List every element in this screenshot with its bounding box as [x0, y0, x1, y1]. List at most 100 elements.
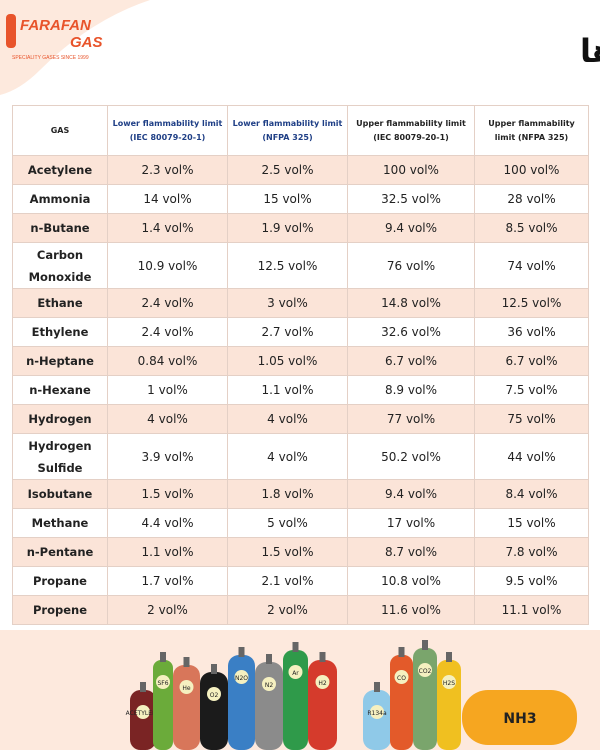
cell: 10.8 vol%	[347, 566, 475, 596]
cell: 1.05 vol%	[227, 346, 348, 376]
cell: 75 vol%	[474, 404, 589, 434]
title: جدول LEL گازها	[580, 32, 600, 70]
cylinder-tag	[262, 677, 276, 691]
tagline: SPECIALITY GASES SINCE 1999	[12, 55, 89, 61]
cell: 11.1 vol%	[474, 595, 589, 625]
cell: 44 vol%	[474, 433, 589, 480]
cell: 77 vol%	[347, 404, 475, 434]
cell: 1.1 vol%	[107, 537, 228, 567]
cell: 1.5 vol%	[107, 479, 228, 509]
cylinder-tag	[179, 680, 194, 694]
cylinder-neck	[266, 654, 272, 664]
cylinder	[255, 662, 283, 750]
cell: 7.5 vol%	[474, 375, 589, 405]
swoosh	[0, 0, 150, 95]
cell: 2.5 vol%	[227, 155, 348, 185]
cylinder-tag	[394, 670, 409, 684]
cylinder-neck	[319, 652, 326, 662]
cell: 3.9 vol%	[107, 433, 228, 480]
cell: 2.1 vol%	[227, 566, 348, 596]
logo-line2: GAS	[70, 34, 103, 51]
cell: 8.7 vol%	[347, 537, 475, 567]
cylinder-tag	[442, 675, 456, 689]
cell: 0.84 vol%	[107, 346, 228, 376]
cylinder-neck	[211, 664, 217, 674]
cell: 1.9 vol%	[227, 213, 348, 243]
gas-name: n-Butane	[12, 213, 108, 243]
cell: 74 vol%	[474, 242, 589, 289]
gas-name: Acetylene	[12, 155, 108, 185]
gas-name: Ethylene	[12, 317, 108, 347]
cell: 2 vol%	[227, 595, 348, 625]
cylinder-tag	[234, 670, 249, 684]
cylinder-label: Ar	[292, 670, 299, 677]
cell: 9.5 vol%	[474, 566, 589, 596]
header-row: GAS Lower flammability limit (IEC 80079-2…	[12, 105, 589, 156]
cell: 1.4 vol%	[107, 213, 228, 243]
cell: 1 vol%	[107, 375, 228, 405]
gas-name: Ethane	[12, 288, 108, 318]
cell: 32.5 vol%	[347, 184, 475, 214]
cell: 15 vol%	[227, 184, 348, 214]
cylinder	[228, 655, 255, 750]
table-row: Propane 1.7 vol% 2.1 vol% 10.8 vol% 9.5 vol%	[12, 566, 589, 596]
cylinder-tag	[156, 675, 170, 689]
cylinder-label: He	[182, 685, 191, 692]
cell: 1.8 vol%	[227, 479, 348, 509]
cell: 9.4 vol%	[347, 479, 475, 509]
logo-cylinder	[6, 14, 16, 48]
cell: 4.4 vol%	[107, 508, 228, 538]
nh3-tank	[462, 690, 577, 745]
cylinder	[390, 655, 413, 750]
cylinder-label: H2S	[443, 680, 455, 687]
cell: 8.9 vol%	[347, 375, 475, 405]
gas-name: Propene	[12, 595, 108, 625]
gas-name: n-Hexane	[12, 375, 108, 405]
cell: 12.5 vol%	[227, 242, 348, 289]
cylinder-label: H2	[318, 680, 327, 687]
cylinder-label: CO2	[419, 668, 432, 675]
header: FARAFAN GAS SPECIALITY GASES SINCE 1999 …	[0, 0, 600, 95]
column-header: Upper flammability limit (IEC 80079-20-1…	[347, 105, 475, 156]
gas-name: Ammonia	[12, 184, 108, 214]
cell: 11.6 vol%	[347, 595, 475, 625]
cell: 28 vol%	[474, 184, 589, 214]
cell: 12.5 vol%	[474, 288, 589, 318]
cell: 8.4 vol%	[474, 479, 589, 509]
cell: 1.1 vol%	[227, 375, 348, 405]
cell: 100 vol%	[347, 155, 475, 185]
logo-line1: FARAFAN	[20, 17, 92, 34]
cylinder-neck	[446, 652, 452, 662]
cylinder-tag	[136, 705, 150, 719]
gas-name: Carbon Monoxide	[12, 242, 108, 289]
cylinder-neck	[140, 682, 146, 692]
cell: 76 vol%	[347, 242, 475, 289]
cylinder	[153, 660, 173, 750]
cell: 50.2 vol%	[347, 433, 475, 480]
cylinder-neck	[374, 682, 380, 692]
cell: 9.4 vol%	[347, 213, 475, 243]
table-row: Ethane 2.4 vol% 3 vol% 14.8 vol% 12.5 vol%	[12, 288, 589, 318]
gas-name: Propane	[12, 566, 108, 596]
gas-name: Isobutane	[12, 479, 108, 509]
cylinder-tag	[370, 705, 384, 719]
cylinder-neck	[422, 640, 428, 650]
cell: 14 vol%	[107, 184, 228, 214]
cell: 1.7 vol%	[107, 566, 228, 596]
cell: 7.8 vol%	[474, 537, 589, 567]
cylinder-label: R134a	[367, 710, 387, 717]
cylinder-label: SF6	[157, 680, 168, 687]
cylinder	[173, 665, 200, 750]
cell: 100 vol%	[474, 155, 589, 185]
table-row: Hydrogen 4 vol% 4 vol% 77 vol% 75 vol%	[12, 404, 589, 434]
cylinder-label: N2O	[235, 675, 248, 682]
cell: 2.4 vol%	[107, 317, 228, 347]
cell: 2.7 vol%	[227, 317, 348, 347]
table-row: Carbon Monoxide 10.9 vol% 12.5 vol% 76 vol%…	[12, 242, 589, 289]
cell: 2.3 vol%	[107, 155, 228, 185]
nh3-label: NH3	[503, 711, 536, 727]
table-row: Ammonia 14 vol% 15 vol% 32.5 vol% 28 vol%	[12, 184, 589, 214]
gas-name: Hydrogen	[12, 404, 108, 434]
cylinder-neck	[183, 657, 190, 667]
